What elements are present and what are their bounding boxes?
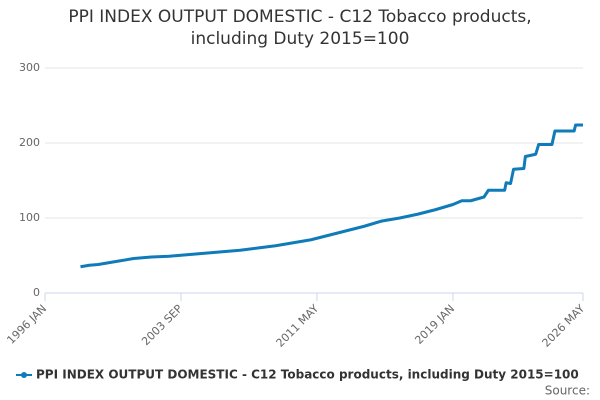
y-tick-label: 100 — [19, 211, 40, 224]
legend-label: PPI INDEX OUTPUT DOMESTIC - C12 Tobacco … — [36, 368, 579, 382]
y-tick-label: 200 — [19, 136, 40, 149]
x-tick-label: 2026 MAY — [540, 302, 588, 350]
source: Source: — [545, 384, 590, 398]
y-tick-label: 0 — [33, 286, 40, 299]
y-tick-label: 300 — [19, 61, 40, 74]
legend-marker — [21, 372, 27, 378]
x-tick-label: 2003 SEP — [139, 302, 185, 348]
x-tick-label: 2019 JAN — [412, 302, 457, 347]
x-tick-label: 2011 MAY — [274, 302, 322, 350]
chart-title: PPI INDEX OUTPUT DOMESTIC - C12 Tobacco … — [68, 7, 532, 49]
x-tick-label: 1996 JAN — [4, 302, 49, 347]
data-line — [80, 123, 583, 269]
